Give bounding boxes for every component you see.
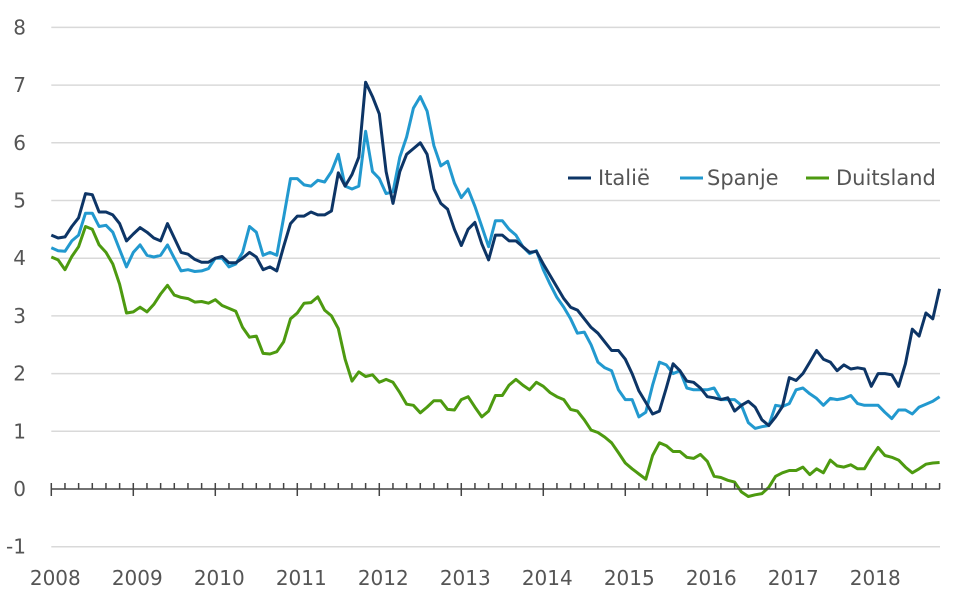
y-tick-label: 2: [13, 362, 26, 386]
y-axis-labels: -1 0 1 2 3 4 5 6 7 8: [6, 15, 26, 558]
y-tick-label: 1: [13, 419, 26, 443]
y-tick-label: 0: [13, 477, 26, 501]
x-tick-label: 2015: [604, 566, 655, 590]
y-tick-label: 6: [13, 131, 26, 155]
x-tick-label: 2017: [768, 566, 819, 590]
legend-label: Spanje: [707, 166, 779, 190]
series-line-duitsland: [50, 225, 940, 498]
y-tick-label: 3: [13, 304, 26, 328]
gridlines: [51, 26, 940, 548]
y-tick-label: -1: [6, 535, 26, 559]
x-tick-label: 2010: [194, 566, 245, 590]
legend-label: Italië: [598, 166, 650, 190]
legend: Italië Spanje Duitsland: [568, 166, 936, 190]
y-tick-label: 8: [13, 15, 26, 39]
x-tick-label: 2018: [850, 566, 901, 590]
y-tick-label: 5: [13, 189, 26, 213]
series-line-spanje: [50, 95, 941, 430]
x-tick-label: 2014: [522, 566, 573, 590]
x-tick-label: 2008: [30, 566, 81, 590]
x-tick-label: 2012: [358, 566, 409, 590]
series-lines: [50, 80, 942, 498]
y-tick-label: 4: [13, 246, 26, 270]
x-tick-label: 2016: [686, 566, 737, 590]
x-tick-label: 2009: [112, 566, 163, 590]
x-axis: 2008 2009 2010 2011 2012 2013 2014 2015 2016 2017…: [30, 483, 941, 590]
x-tick-label: 2011: [276, 566, 327, 590]
y-tick-label: 7: [13, 73, 26, 97]
legend-label: Duitsland: [836, 166, 936, 190]
series-line-italië: [50, 80, 942, 427]
x-tick-label: 2013: [440, 566, 491, 590]
